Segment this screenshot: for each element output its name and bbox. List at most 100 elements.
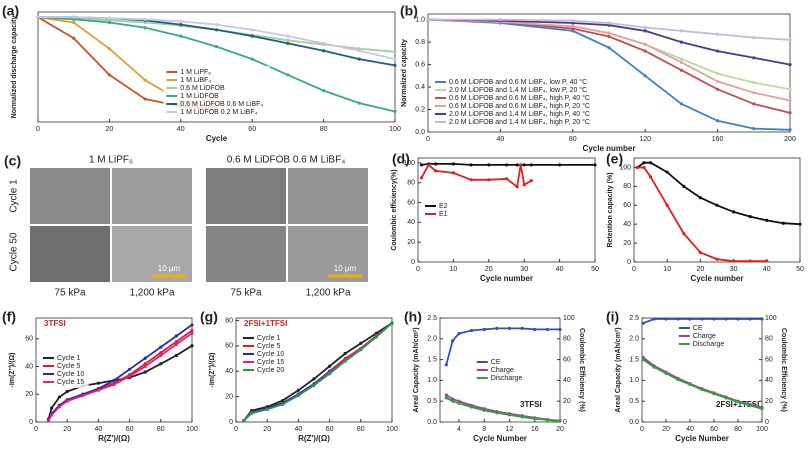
x-tick-label: 10 [663, 266, 671, 273]
data-point [214, 28, 219, 32]
data-point [393, 63, 397, 68]
x-tick-label: 20 [485, 266, 493, 273]
data-point [143, 78, 147, 82]
y-tick-label: 0.6 [415, 61, 425, 68]
legend-label: 1 M LiPF₆ [180, 69, 211, 76]
data-point [451, 399, 455, 403]
data-point [641, 358, 645, 362]
y2-tick-label: 20 [765, 398, 773, 405]
legend-label: CE [491, 359, 501, 366]
data-point [679, 40, 684, 44]
data-point [643, 29, 647, 33]
data-point [724, 317, 728, 321]
y-tick-label: 0 [229, 419, 233, 426]
data-point [529, 163, 533, 167]
data-point [72, 15, 76, 19]
data-point [748, 403, 752, 407]
x-tick-label: 12 [506, 426, 514, 433]
chart: (i) 0 20 40 60 80 100 0.0 0.5 1.0 1.5 2.0 2.5 0 20 40 60… [606, 309, 787, 443]
data-point [520, 415, 524, 419]
legend-label: E2 [439, 203, 448, 210]
legend: 0.6 M LiDFOB and 0.6 M LiBF₄, low P, 40 … [432, 76, 607, 128]
legend-label: Charge [693, 333, 716, 340]
panel-label: (c) [4, 153, 21, 169]
scale-label: 10 μm [334, 264, 357, 273]
data-point [190, 331, 194, 335]
data-point [444, 363, 448, 367]
plot-frame [35, 317, 193, 423]
x-tick-label: 20 [63, 426, 71, 433]
data-point [357, 49, 361, 53]
data-point [652, 365, 656, 369]
data-point [457, 332, 461, 336]
data-point [81, 394, 85, 398]
data-point [328, 372, 332, 376]
data-point [716, 119, 720, 123]
data-point [545, 418, 549, 422]
data-point [343, 359, 347, 363]
sem-image [112, 168, 192, 224]
data-point [700, 317, 704, 321]
series-line [445, 394, 561, 422]
data-point [312, 377, 316, 381]
data-point [676, 317, 680, 321]
data-point [107, 16, 111, 20]
data-point [788, 87, 792, 91]
data-point [682, 184, 686, 188]
x-tick-label: 20 [106, 126, 114, 133]
data-point [558, 327, 562, 332]
x-tick-label: 0 [426, 136, 430, 143]
data-point [159, 351, 163, 355]
column-label: 1,200 kPa [129, 288, 174, 299]
data-point [107, 20, 111, 25]
y-tick-label: 20 [623, 240, 631, 247]
data-point [679, 102, 684, 106]
y2-tick-label: 100 [765, 315, 777, 322]
data-point [643, 74, 647, 78]
x-tick-label: 20 [556, 426, 564, 433]
data-point [393, 50, 397, 54]
data-point [649, 175, 653, 179]
annotation: 2FSI+1TFSI [716, 400, 759, 409]
data-point [607, 34, 611, 39]
x-tick-label: 50 [796, 266, 804, 273]
data-point [642, 161, 646, 165]
legend-label: Cycle 1 [57, 355, 80, 362]
chart: (d) 0 10 20 30 40 50 0 20 40 60 80 100 Cycle number Co… [391, 151, 599, 283]
y-tick-label: 100 [619, 164, 631, 171]
legend-label: 0.6 M LiDFOB 0.6 M LiBF₄ [180, 101, 263, 108]
y-tick-label: 1.5 [427, 356, 437, 363]
data-point [635, 165, 639, 170]
x-tick-label: 40 [177, 126, 185, 133]
data-point [174, 334, 178, 338]
data-point [482, 408, 486, 412]
data-point [190, 344, 194, 348]
y-tick-label: 0.0 [415, 129, 425, 136]
data-point [788, 111, 792, 115]
x-tick-label: 80 [734, 426, 742, 433]
data-point [643, 49, 647, 53]
data-point [698, 250, 703, 255]
y-axis-label: Areal Capacity (mAh/cm²) [615, 327, 622, 412]
data-point [748, 259, 752, 263]
plot-frame [417, 157, 596, 263]
y-tick-label: 0.2 [415, 106, 425, 113]
y-tick-label: 0.8 [415, 39, 425, 46]
data-point [143, 26, 147, 30]
y-tick-label: 1.0 [629, 377, 639, 384]
data-point [96, 388, 100, 392]
y-tick-label: 0 [411, 259, 415, 266]
data-point [752, 127, 756, 131]
y2-tick-label: 80 [563, 336, 571, 343]
data-point [174, 342, 178, 346]
data-point [112, 382, 116, 387]
data-point [50, 413, 54, 417]
data-point [679, 29, 684, 33]
data-point [444, 393, 448, 397]
data-point [515, 185, 519, 189]
